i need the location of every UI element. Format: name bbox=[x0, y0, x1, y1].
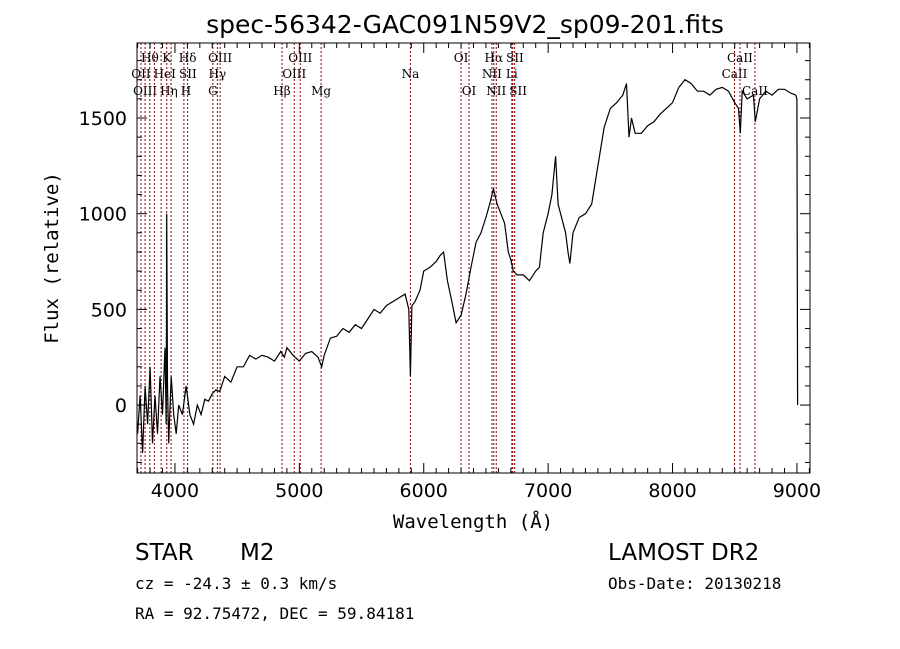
x-tick-label: 4000 bbox=[151, 480, 199, 502]
spectral-line-label: Hβ bbox=[273, 84, 290, 98]
spectral-line-label: OII bbox=[131, 67, 151, 81]
spectral-line-label: Hθ bbox=[141, 51, 159, 65]
spectral-line-label: SII bbox=[179, 67, 197, 81]
spectral-line-label: Li bbox=[506, 67, 518, 81]
plot-frame bbox=[136, 42, 811, 474]
spectral-line-label: Hγ bbox=[209, 67, 227, 81]
y-tick-label: 1500 bbox=[79, 108, 127, 130]
spectral-line-label: OIII bbox=[282, 67, 306, 81]
spectral-line-label: CaII bbox=[742, 84, 768, 98]
spectral-line-label: Na bbox=[402, 67, 420, 81]
spectral-line-label: NII bbox=[482, 67, 502, 81]
spectral-line-label: HeI bbox=[154, 67, 177, 81]
object-class: STAR bbox=[135, 540, 194, 566]
spectral-line-label: SII bbox=[506, 51, 524, 65]
spectral-line-label: H bbox=[181, 84, 191, 98]
redshift-text: cz = -24.3 ± 0.3 km/s bbox=[135, 574, 337, 593]
axes-ticks: 4000 5000 6000 7000 8000 9000 0 500 1000 1500 bbox=[79, 43, 821, 502]
plot-area bbox=[137, 78, 799, 453]
spectral-line-label: G bbox=[208, 84, 218, 98]
coordinates-text: RA = 92.75472, DEC = 59.84181 bbox=[135, 604, 414, 623]
chart-title: spec-56342-GAC091N59V2_sp09-201.fits bbox=[206, 10, 724, 39]
spectral-line-label: Hη bbox=[160, 84, 178, 98]
x-tick-label: 8000 bbox=[648, 480, 696, 502]
spectral-line-label: OIII bbox=[288, 51, 312, 65]
spectral-line-label: OIII bbox=[208, 51, 232, 65]
spectral-line-label: OI bbox=[454, 51, 469, 65]
survey-label: LAMOST DR2 bbox=[608, 540, 759, 566]
spectral-line-label: OI bbox=[462, 84, 477, 98]
spectral-line-label: SII bbox=[509, 84, 527, 98]
spectral-line-label: NII bbox=[486, 84, 506, 98]
x-tick-label: 5000 bbox=[275, 480, 323, 502]
y-tick-label: 1000 bbox=[79, 204, 127, 226]
y-tick-label: 500 bbox=[91, 299, 127, 321]
y-axis-label: Flux (relative) bbox=[41, 172, 63, 344]
spectrum-series-line bbox=[137, 78, 799, 453]
x-tick-label: 6000 bbox=[400, 480, 448, 502]
spectral-line-label: Mg bbox=[311, 84, 331, 98]
spectral-line-label: Hα bbox=[485, 51, 504, 65]
spectral-line-label: OIII bbox=[133, 84, 157, 98]
x-tick-label: 9000 bbox=[773, 480, 821, 502]
spectral-line-label: CaII bbox=[727, 51, 753, 65]
obs-date: Obs-Date: 20130218 bbox=[608, 574, 781, 593]
y-tick-label: 0 bbox=[115, 395, 127, 417]
spectral-line-label: K bbox=[162, 51, 172, 65]
x-tick-label: 7000 bbox=[524, 480, 572, 502]
x-axis-label: Wavelength (Å) bbox=[393, 510, 553, 533]
object-subclass: M2 bbox=[240, 540, 274, 566]
spectral-line-label: CaII bbox=[722, 67, 748, 81]
spectral-line-label: Hδ bbox=[179, 51, 197, 65]
